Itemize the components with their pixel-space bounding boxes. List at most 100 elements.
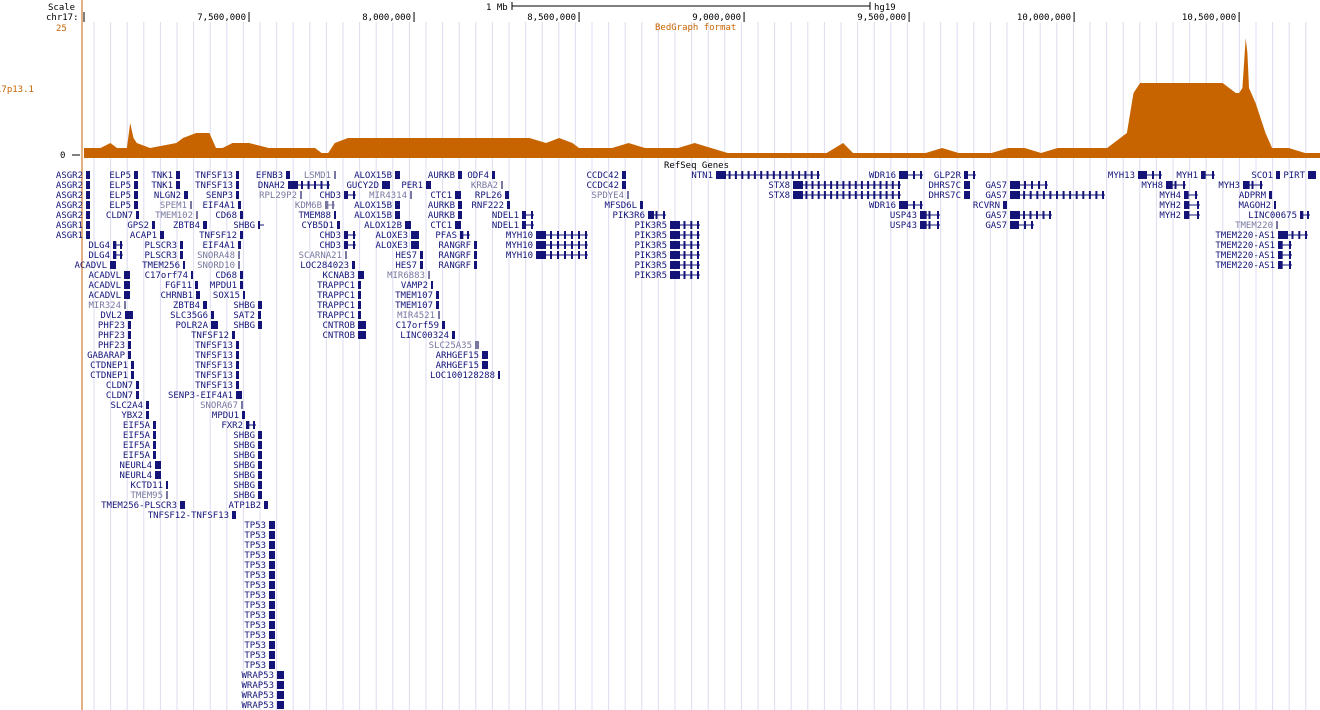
- gene-feature[interactable]: TNFSF12: [191, 331, 235, 341]
- gene-feature[interactable]: TP53: [244, 551, 275, 561]
- gene-feature[interactable]: TP53: [244, 621, 275, 631]
- gene-feature[interactable]: SNORD10: [197, 261, 240, 271]
- gene-feature[interactable]: PLSCR3: [144, 251, 183, 261]
- gene-feature[interactable]: CTC1: [430, 221, 461, 231]
- gene-feature[interactable]: CLDN7: [106, 211, 139, 221]
- gene-feature[interactable]: TNFSF13: [195, 361, 239, 371]
- gene-feature[interactable]: GAS7: [985, 211, 1052, 221]
- gene-feature[interactable]: ELP5: [109, 191, 138, 201]
- gene-feature[interactable]: NDEL1: [492, 221, 534, 231]
- gene-feature[interactable]: RANGRF: [438, 241, 477, 251]
- gene-feature[interactable]: ARHGEF15: [436, 361, 488, 371]
- gene-feature[interactable]: MYH1: [1176, 171, 1215, 181]
- gene-feature[interactable]: LOC284023: [300, 261, 355, 271]
- gene-feature[interactable]: ACADVL: [88, 291, 130, 301]
- gene-feature[interactable]: TMEM220-AS1: [1215, 261, 1292, 271]
- gene-feature[interactable]: USP43: [890, 211, 940, 221]
- gene-feature[interactable]: MIR324: [88, 301, 126, 311]
- gene-feature[interactable]: TP53: [244, 641, 275, 651]
- gene-feature[interactable]: ASGR2: [56, 171, 90, 181]
- gene-feature[interactable]: SHBG: [233, 451, 262, 461]
- gene-feature[interactable]: CNTROB: [322, 331, 366, 341]
- gene-feature[interactable]: KCTD11: [130, 481, 168, 491]
- gene-feature[interactable]: TP53: [244, 561, 275, 571]
- gene-feature[interactable]: CTDNEP1: [90, 361, 134, 371]
- gene-feature[interactable]: LOC100128288: [430, 371, 500, 381]
- gene-feature[interactable]: CYB5D1: [301, 221, 340, 231]
- gene-feature[interactable]: SHBG: [233, 491, 262, 501]
- gene-feature[interactable]: ACAP1: [130, 231, 164, 241]
- gene-feature[interactable]: SLC35G6: [170, 311, 214, 321]
- gene-feature[interactable]: DHRS7C: [928, 191, 970, 201]
- gene-feature[interactable]: CHD3: [319, 231, 356, 241]
- gene-feature[interactable]: ELP5: [109, 171, 138, 181]
- gene-feature[interactable]: RCVRN: [973, 201, 1007, 211]
- gene-feature[interactable]: SLC2A4: [110, 401, 149, 411]
- gene-feature[interactable]: ALOX15B: [354, 211, 400, 221]
- gene-feature[interactable]: TNFSF13: [195, 371, 239, 381]
- gene-feature[interactable]: C17orf74: [145, 271, 193, 281]
- gene-feature[interactable]: ELP5: [109, 201, 138, 211]
- gene-feature[interactable]: ASGR2: [56, 181, 90, 191]
- gene-feature[interactable]: FGF11: [165, 281, 198, 291]
- gene-feature[interactable]: NDEL1: [492, 211, 534, 221]
- gene-feature[interactable]: STX8: [768, 181, 901, 191]
- gene-feature[interactable]: ODF4: [467, 171, 495, 181]
- gene-feature[interactable]: CLDN7: [106, 381, 139, 391]
- gene-feature[interactable]: TMEM220-AS1: [1215, 231, 1308, 241]
- gene-feature[interactable]: MYH2: [1159, 211, 1200, 221]
- gene-feature[interactable]: ASGR2: [56, 211, 90, 221]
- gene-feature[interactable]: TP53: [244, 521, 275, 531]
- gene-feature[interactable]: ALOX15B: [354, 171, 400, 181]
- gene-feature[interactable]: SOX15: [213, 291, 245, 301]
- gene-feature[interactable]: TRAPPC1: [317, 301, 361, 311]
- gene-feature[interactable]: SHBG: [233, 301, 262, 311]
- gene-feature[interactable]: KCNAB3: [322, 271, 364, 281]
- gene-feature[interactable]: PIK3R5: [634, 271, 700, 281]
- gene-feature[interactable]: ACADVL: [88, 271, 130, 281]
- gene-feature[interactable]: SNORA48: [197, 251, 240, 261]
- gene-feature[interactable]: MYH10: [506, 241, 588, 251]
- gene-feature[interactable]: SHBG: [233, 321, 262, 331]
- gene-feature[interactable]: PHF23: [98, 341, 131, 351]
- refseq-genes-track[interactable]: RefSeq Genes ASGR2ASGR2ASGR2ASGR2ASGR2AS…: [56, 161, 1316, 710]
- gene-feature[interactable]: HES7: [395, 251, 423, 261]
- gene-feature[interactable]: ZBTB4: [173, 221, 207, 231]
- gene-feature[interactable]: RPL29P2: [259, 191, 302, 201]
- gene-feature[interactable]: AURKB: [428, 201, 462, 211]
- gene-feature[interactable]: TMEM107: [395, 291, 439, 301]
- gene-feature[interactable]: MYH3: [1218, 181, 1263, 191]
- gene-feature[interactable]: TRAPPC1: [317, 291, 361, 301]
- gene-feature[interactable]: GUCY2D: [346, 181, 390, 191]
- gene-feature[interactable]: SNORA67: [200, 401, 243, 411]
- gene-feature[interactable]: TP53: [244, 591, 275, 601]
- gene-feature[interactable]: GABARAP: [87, 351, 131, 361]
- gene-feature[interactable]: ZBTB4: [173, 301, 207, 311]
- gene-feature[interactable]: TP53: [244, 601, 275, 611]
- gene-feature[interactable]: CD68: [215, 271, 243, 281]
- gene-feature[interactable]: DLG4: [88, 251, 123, 261]
- gene-feature[interactable]: TMEM107: [395, 301, 439, 311]
- gene-feature[interactable]: WDR16: [869, 171, 923, 181]
- gene-feature[interactable]: NTN1: [691, 171, 820, 181]
- gene-feature[interactable]: LSMD1: [304, 171, 336, 181]
- gene-feature[interactable]: ALOXE3: [375, 231, 419, 241]
- gene-feature[interactable]: SLC25A35: [429, 341, 479, 351]
- gene-feature[interactable]: NLGN2: [154, 191, 188, 201]
- gene-feature[interactable]: CTDNEP1: [90, 371, 134, 381]
- gene-feature[interactable]: TMEM220-AS1: [1215, 241, 1292, 251]
- gene-feature[interactable]: SHBG: [233, 221, 264, 231]
- gene-feature[interactable]: ARHGEF15: [436, 351, 488, 361]
- gene-feature[interactable]: PIK3R5: [634, 231, 700, 241]
- gene-feature[interactable]: CHD3: [319, 241, 356, 251]
- gene-feature[interactable]: PIRT: [1283, 171, 1316, 181]
- gene-feature[interactable]: ASGR1: [56, 231, 90, 241]
- gene-feature[interactable]: TNK1: [151, 181, 180, 191]
- bedgraph-track[interactable]: BedGraph format 25 0 17p13.1: [0, 23, 1320, 161]
- gene-feature[interactable]: TP53: [244, 631, 275, 641]
- gene-feature[interactable]: CTC1: [430, 191, 461, 201]
- gene-feature[interactable]: TRAPPC1: [317, 281, 361, 291]
- gene-feature[interactable]: HES7: [395, 261, 423, 271]
- gene-feature[interactable]: ASGR2: [56, 191, 90, 201]
